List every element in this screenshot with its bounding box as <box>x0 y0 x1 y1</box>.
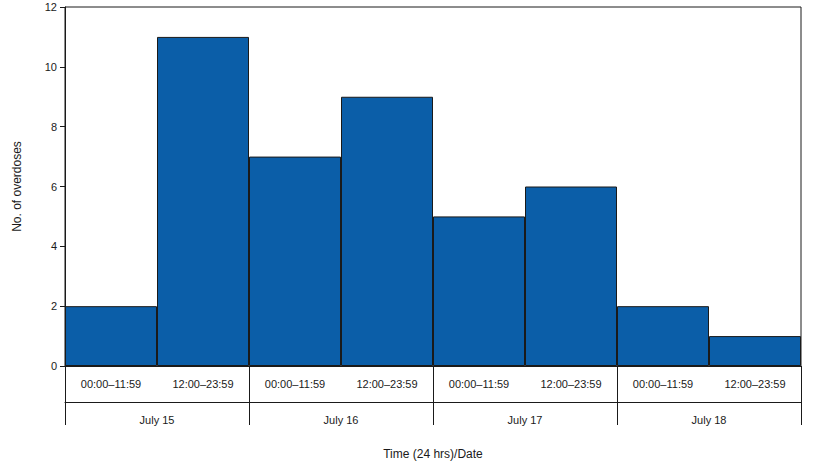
svg-text:12:00–23:59: 12:00–23:59 <box>540 378 601 390</box>
svg-text:6: 6 <box>51 181 57 193</box>
svg-text:Time (24 hrs)/Date: Time (24 hrs)/Date <box>383 447 483 461</box>
svg-text:July 15: July 15 <box>140 414 175 426</box>
svg-text:12:00–23:59: 12:00–23:59 <box>172 378 233 390</box>
svg-text:00:00–11:59: 00:00–11:59 <box>633 378 693 390</box>
svg-text:July 16: July 16 <box>324 414 359 426</box>
svg-text:00:00–11:59: 00:00–11:59 <box>265 378 325 390</box>
svg-text:July 17: July 17 <box>508 414 543 426</box>
svg-text:July 18: July 18 <box>692 414 727 426</box>
svg-text:2: 2 <box>51 300 57 312</box>
svg-text:8: 8 <box>51 121 57 133</box>
svg-text:0: 0 <box>51 360 57 372</box>
svg-text:00:00–11:59: 00:00–11:59 <box>81 378 141 390</box>
svg-text:10: 10 <box>45 61 57 73</box>
svg-text:4: 4 <box>51 240 57 252</box>
svg-text:12:00–23:59: 12:00–23:59 <box>356 378 417 390</box>
svg-text:12: 12 <box>45 1 57 13</box>
svg-text:12:00–23:59: 12:00–23:59 <box>724 378 785 390</box>
svg-text:No. of overdoses: No. of overdoses <box>10 141 24 232</box>
svg-text:00:00–11:59: 00:00–11:59 <box>449 378 509 390</box>
